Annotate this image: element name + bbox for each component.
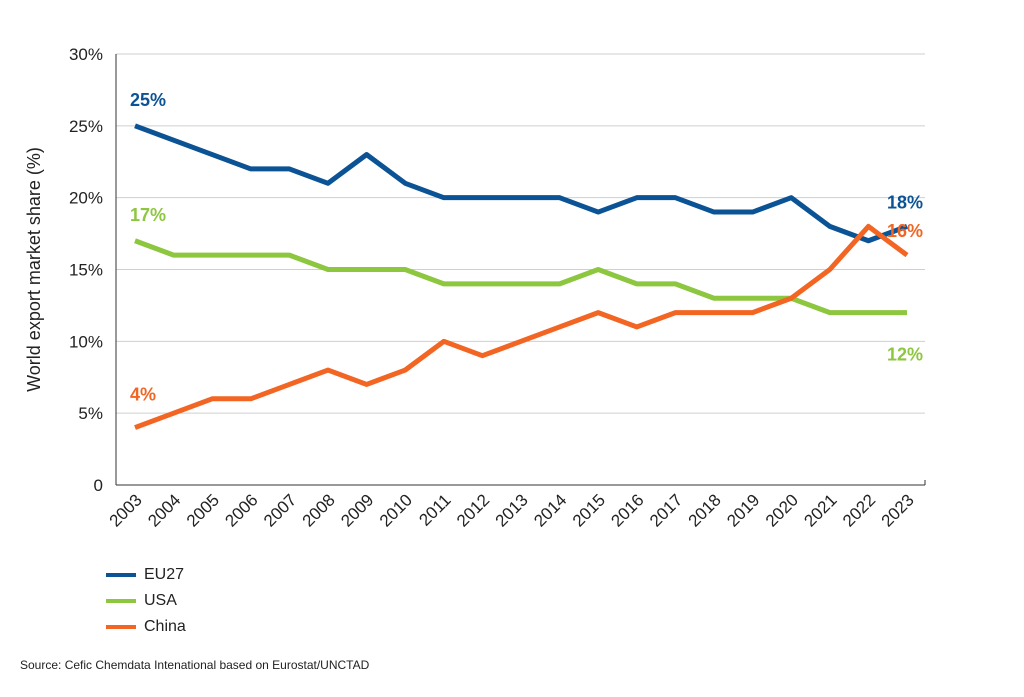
legend-swatch (106, 625, 136, 629)
x-tick-label: 2020 (762, 490, 802, 530)
y-axis-title: World export market share (%) (24, 147, 44, 392)
x-tick-label: 2011 (415, 490, 454, 529)
legend-item-china: China (106, 618, 186, 636)
source-note: Source: Cefic Chemdata Intenational base… (20, 658, 370, 672)
y-tick-label: 5% (78, 404, 103, 423)
x-tick-label: 2019 (723, 490, 763, 530)
legend-item-eu27: EU27 (106, 566, 184, 584)
legend-item-usa: USA (106, 592, 177, 610)
x-tick-label: 2009 (337, 490, 377, 530)
legend-label: USA (144, 592, 177, 609)
x-tick-label: 2014 (530, 490, 570, 530)
x-tick-label: 2021 (800, 490, 840, 530)
x-tick-label: 2022 (839, 490, 879, 530)
x-tick-label: 2012 (453, 490, 493, 530)
y-tick-label: 25% (69, 117, 103, 136)
start-value-label: 17% (130, 205, 166, 225)
end-value-label: 18% (887, 192, 923, 212)
y-tick-label: 20% (69, 189, 103, 208)
y-tick-label: 10% (69, 332, 103, 351)
x-tick-label: 2005 (183, 490, 223, 530)
start-value-label: 4% (130, 385, 156, 405)
x-tick-label: 2004 (144, 490, 184, 530)
end-value-label: 16% (887, 221, 923, 241)
series-line-eu27 (134, 123, 908, 244)
x-tick-label: 2018 (685, 490, 725, 530)
x-tick-label: 2017 (646, 490, 686, 530)
y-tick-label: 15% (69, 261, 103, 280)
legend-swatch (106, 573, 136, 577)
y-tick-label: 30% (69, 45, 103, 64)
x-tick-label: 2003 (106, 490, 146, 530)
end-value-label: 12% (887, 345, 923, 365)
x-tick-label: 2010 (376, 490, 416, 530)
start-value-label: 25% (130, 90, 166, 110)
series-line-usa (134, 238, 907, 316)
x-tick-label: 2016 (607, 490, 647, 530)
x-tick-label: 2015 (569, 490, 609, 530)
y-tick-label: 0 (94, 476, 103, 495)
x-tick-label: 2013 (492, 490, 532, 530)
legend-swatch (106, 599, 136, 603)
x-tick-label: 2006 (221, 490, 261, 530)
x-tick-label: 2023 (878, 490, 918, 530)
x-tick-label: 2007 (260, 490, 300, 530)
x-tick-label: 2008 (299, 490, 339, 530)
legend-label: China (144, 618, 186, 635)
legend-label: EU27 (144, 566, 185, 583)
